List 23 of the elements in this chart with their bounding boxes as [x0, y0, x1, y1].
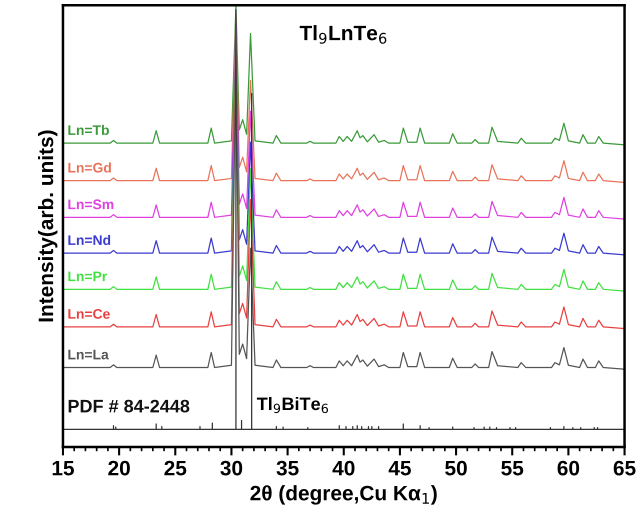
x-tick-label: 55: [501, 460, 524, 476]
x-tick-label: 25: [164, 460, 186, 476]
annotation: Tl$_{9}$BiTe$_{6}$: [256, 396, 328, 414]
x-tick-label: 35: [276, 460, 299, 476]
x-tick-label: 50: [445, 460, 467, 476]
x-tick-label: 20: [108, 460, 130, 476]
text: Tl$_{9}$LnTe$_{6}$: [300, 25, 386, 44]
series-label: Ln=Nd: [68, 234, 110, 246]
series-label: Ln=Sm: [68, 199, 114, 210]
x-tick-label: 60: [558, 460, 580, 476]
series-label: Ln=Tb: [68, 124, 109, 136]
x-axis-title: 2θ (degree,Cu Kα$_{1}$): [250, 485, 437, 505]
x-tick-label: 15: [52, 460, 74, 476]
series-label: Ln=Gd: [68, 162, 111, 173]
x-tick-label: 30: [220, 460, 242, 476]
series-label: PDF # 84-2448: [68, 400, 190, 413]
series-label: Ln=Pr: [68, 272, 107, 282]
x-tick-label: 40: [332, 460, 354, 476]
series-label: Ln=La: [68, 350, 109, 360]
x-tick-label: 65: [614, 460, 636, 476]
series-label: Ln=Ce: [68, 308, 110, 319]
x-tick-label: 45: [388, 460, 411, 476]
y-axis-title: Intensity(arb. units): [38, 130, 58, 322]
